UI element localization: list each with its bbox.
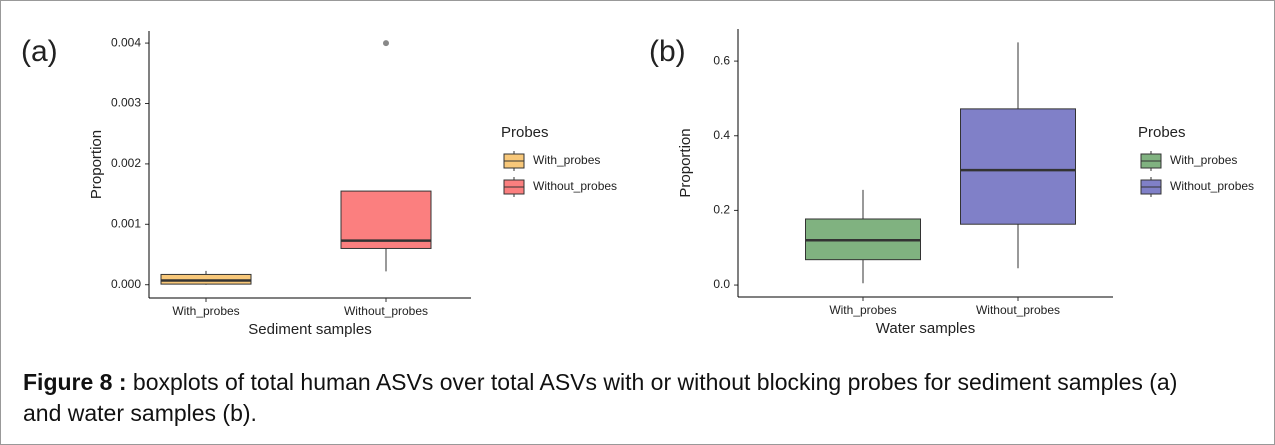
y-tick-label: 0.003 [111, 96, 141, 110]
y-axis-title: Proportion [677, 128, 694, 197]
y-tick-label: 0.4 [713, 128, 730, 142]
y-tick-label: 0.004 [111, 35, 141, 49]
caption-label: Figure 8 : [23, 369, 127, 395]
y-tick-label: 0.2 [713, 203, 730, 217]
charts: (a) 0.000 0.001 0.002 0.003 0.004 Proportion Se… [21, 29, 1254, 338]
x-tick-label: Without_probes [976, 303, 1060, 317]
legend-label: With_probes [1170, 153, 1237, 167]
y-tick-label: 0.002 [111, 156, 141, 170]
box [960, 108, 1076, 225]
panel-label: (b) [649, 35, 686, 68]
legend-label: With_probes [533, 153, 600, 167]
y-tick-label: 0.0 [713, 277, 730, 291]
x-axis-title: Water samples [876, 320, 975, 337]
y-axis-title: Proportion [88, 130, 105, 199]
y-tick-label: 0.6 [713, 53, 730, 67]
x-tick-label: With_probes [829, 303, 896, 317]
box [340, 190, 432, 249]
x-tick-label: Without_probes [344, 304, 428, 318]
caption: Figure 8 : boxplots of total human ASVs … [23, 367, 1203, 429]
x-tick-label: With_probes [172, 304, 239, 318]
legend-label: Without_probes [533, 179, 617, 193]
panel-label: (a) [21, 35, 58, 68]
legend-label: Without_probes [1170, 179, 1254, 193]
caption-text: boxplots of total human ASVs over total … [23, 369, 1178, 426]
y-tick-label: 0.000 [111, 277, 141, 291]
outlier [383, 40, 389, 47]
legend-title: Probes [501, 124, 549, 141]
x-axis-title: Sediment samples [248, 321, 371, 338]
y-tick-label: 0.001 [111, 216, 141, 230]
legend-title: Probes [1138, 124, 1186, 141]
